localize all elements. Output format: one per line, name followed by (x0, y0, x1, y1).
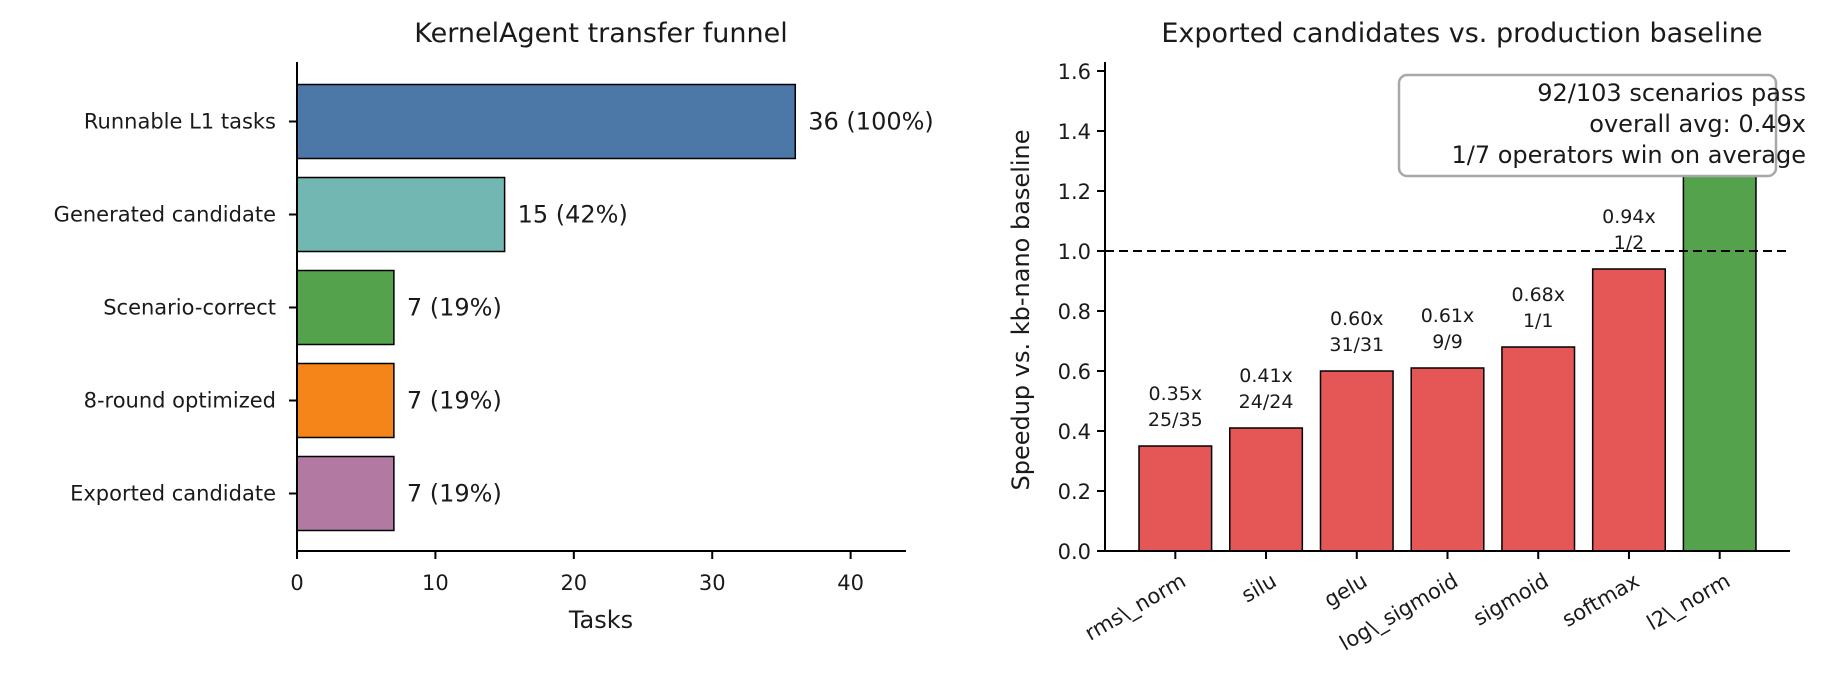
funnel-x-tick-label: 10 (422, 571, 449, 595)
funnel-data-label: 7 (19%) (407, 480, 502, 508)
speedup-y-tick-label: 1.2 (1058, 180, 1091, 204)
summary-line-pass: 92/103 scenarios pass (1537, 79, 1806, 107)
speedup-panel: Exported candidates vs. production basel… (1007, 18, 1806, 656)
speedup-y-ticks: 0.0 0.2 0.4 0.6 0.8 1.0 1.2 1.4 1.6 (1058, 60, 1105, 564)
speedup-y-tick-label: 0.4 (1058, 420, 1091, 444)
speedup-pass-count-label: 31/31 (1329, 334, 1384, 356)
speedup-value-label: 0.41x (1239, 365, 1293, 387)
funnel-x-tick-label: 20 (560, 571, 587, 595)
speedup-title: Exported candidates vs. production basel… (1161, 18, 1762, 49)
speedup-bar-rms-norm (1138, 445, 1213, 552)
funnel-category-label: Scenario-correct (103, 296, 276, 320)
speedup-value-label: 0.35x (1149, 383, 1203, 405)
speedup-y-tick-label: 1.6 (1058, 60, 1091, 84)
speedup-pass-count-label: 24/24 (1239, 391, 1294, 413)
speedup-bar-silu (1229, 427, 1304, 552)
funnel-category-label: Runnable L1 tasks (84, 110, 276, 134)
funnel-bar-scenario-correct (296, 269, 395, 346)
speedup-bars: 0.35x 25/35 0.41x 24/24 0.60x 31/31 0.61x 9/9 0.… (1138, 160, 1757, 552)
speedup-y-tick-label: 0.0 (1058, 540, 1091, 564)
funnel-x-tick-label: 40 (837, 571, 864, 595)
speedup-bar-sigmoid (1501, 346, 1576, 552)
funnel-category-label: 8-round optimized (84, 389, 276, 413)
funnel-title: KernelAgent transfer funnel (414, 18, 788, 49)
funnel-bars: Runnable L1 tasks 36 (100%) Generated cand… (54, 83, 934, 532)
funnel-bar-runnable-l1-tasks (296, 83, 797, 160)
speedup-y-tick-label: 1.0 (1058, 240, 1091, 264)
speedup-y-tick-label: 1.4 (1058, 120, 1091, 144)
funnel-x-tick-label: 30 (699, 571, 726, 595)
speedup-bar-log-sigmoid (1410, 367, 1485, 552)
speedup-value-label: 0.61x (1421, 305, 1475, 327)
speedup-y-tick-label: 0.6 (1058, 360, 1091, 384)
funnel-category-label: Generated candidate (54, 203, 276, 227)
speedup-y-tick-label: 0.8 (1058, 300, 1091, 324)
speedup-pass-count-label: 1/1 (1523, 310, 1554, 332)
funnel-data-label: 15 (42%) (518, 201, 628, 229)
speedup-value-label: 0.60x (1330, 308, 1384, 330)
funnel-data-label: 36 (100%) (808, 108, 934, 136)
funnel-data-label: 7 (19%) (407, 387, 502, 415)
funnel-x-tick-label: 0 (290, 571, 303, 595)
funnel-category-label: Exported candidate (70, 482, 276, 506)
summary-line-average: overall avg: 0.49x (1589, 110, 1806, 138)
summary-line-wins: 1/7 operators win on average (1451, 141, 1806, 169)
speedup-pass-count-label: 1/2 (1614, 232, 1645, 254)
summary-annotation-box: 92/103 scenarios pass overall avg: 0.49x… (1397, 73, 1806, 178)
speedup-bar-l2-norm (1682, 160, 1757, 552)
speedup-pass-count-label: 25/35 (1148, 409, 1203, 431)
funnel-bar-generated-candidate (296, 176, 506, 253)
funnel-bar-exported-candidate (296, 455, 395, 532)
speedup-bar-softmax (1591, 268, 1666, 552)
speedup-bar-gelu (1319, 370, 1394, 552)
speedup-y-axis-label: Speedup vs. kb-nano baseline (1007, 129, 1035, 490)
funnel-x-ticks: 0 10 20 30 40 (290, 551, 864, 595)
funnel-data-label: 7 (19%) (407, 294, 502, 322)
funnel-panel: KernelAgent transfer funnel Runnable L1 … (54, 18, 934, 634)
speedup-value-label: 0.94x (1602, 206, 1656, 228)
speedup-value-label: 0.68x (1511, 284, 1565, 306)
speedup-pass-count-label: 9/9 (1432, 331, 1463, 353)
summary-annotation-frame (1397, 73, 1778, 178)
funnel-bar-8-round-optimized (296, 362, 395, 439)
speedup-y-tick-label: 0.2 (1058, 480, 1091, 504)
funnel-x-axis-label: Tasks (568, 606, 633, 634)
